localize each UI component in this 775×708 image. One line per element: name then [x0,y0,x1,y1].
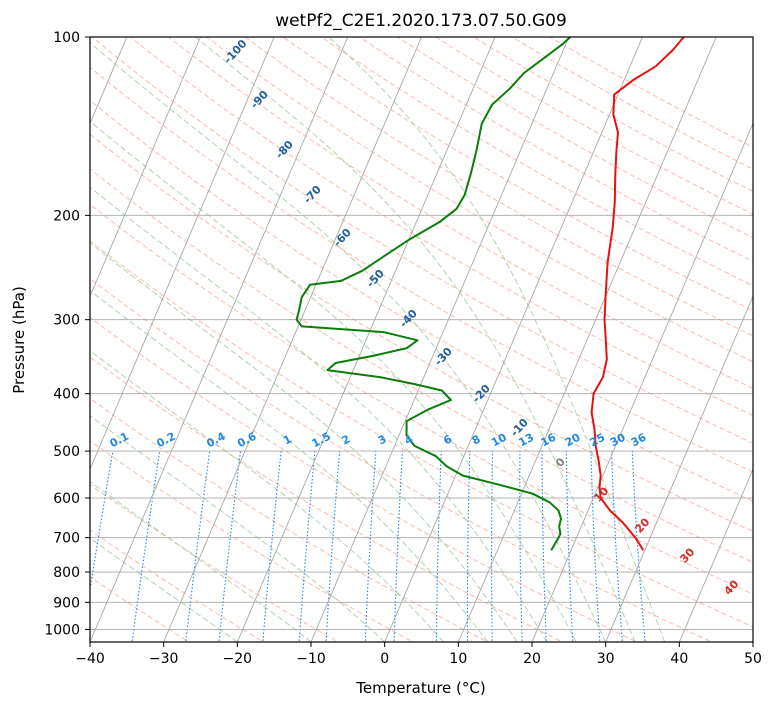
background-lines [90,37,753,642]
mixing-ratio-label: 20 [563,431,583,450]
moist-adiabat [90,290,489,642]
moist-adiabat [90,242,518,642]
y-tick-label: 400 [53,387,80,403]
chart-title: wetPf2_C2E1.2020.173.07.50.G09 [275,11,567,31]
dry-adiabat [90,66,753,473]
y-tick-label: 600 [53,491,80,507]
isotherm-line [163,37,422,642]
x-tick-label: −30 [149,651,179,667]
dry-adiabat [90,203,753,595]
dry-adiabat [91,37,753,445]
x-tick-label: −10 [296,651,326,667]
moist-adiabat [90,537,238,642]
moist-adiabat [328,37,666,642]
y-tick-label: 100 [53,30,80,46]
mixing-ratio-label: 16 [539,431,559,450]
x-axis: −40 −30 −20 −10 0 10 20 30 40 50 [75,642,762,667]
x-tick-label: −20 [223,651,253,667]
y-tick-label: 1000 [44,622,80,638]
isotherm-line [678,467,753,642]
moist-adiabat [195,37,636,642]
mixing-ratio-label: 13 [516,431,536,450]
isotherm-line [90,37,201,298]
moist-adiabat [90,186,548,642]
x-axis-label: Temperature (°C) [355,679,485,697]
y-tick-label: 200 [53,208,80,224]
dewpoint-profile-line [295,37,571,551]
isotherm-line [90,37,275,471]
moist-adiabat [90,120,577,642]
mixing-ratio-line [90,451,114,594]
isotherm-line [457,37,717,642]
x-tick-label: 20 [523,651,541,667]
mixing-ratio-label: 10 [489,431,509,450]
isotherm-line [531,122,753,642]
isotherm-line [605,295,753,642]
isotherm-line [384,37,643,642]
y-tick-label: 800 [53,565,80,581]
x-tick-label: −40 [75,651,105,667]
plot-frame [89,36,754,643]
moist-adiabat [90,42,607,642]
dry-adiabat [90,133,753,533]
y-axis: 100 200 300 400 500 600 700 800 900 1000 [44,30,90,638]
isotherm-line [310,37,570,642]
x-tick-label: 10 [449,651,467,667]
y-tick-label: 500 [53,444,80,460]
x-tick-label: 0 [380,651,389,667]
isotherm-line [90,37,349,642]
profile-series [295,37,685,551]
moist-adiabat [90,480,312,642]
mixing-ratio-label: 36 [629,431,649,450]
moist-adiabat [90,350,444,642]
y-tick-label: 900 [53,595,80,611]
y-axis-label: Pressure (hPa) [10,286,28,394]
dry-adiabat [129,37,753,417]
dry-adiabat [90,240,753,628]
mixing-ratio-label: 25 [588,431,608,450]
x-tick-label: 30 [597,651,615,667]
y-tick-label: 300 [53,313,80,329]
y-tick-label: 700 [53,531,80,547]
moist-adiabat [90,415,386,642]
isotherm-line [236,37,496,642]
x-tick-label: 50 [744,651,762,667]
temperature-profile-line [590,37,685,551]
x-tick-label: 40 [670,651,688,667]
mixing-ratio-label: 30 [608,431,628,450]
